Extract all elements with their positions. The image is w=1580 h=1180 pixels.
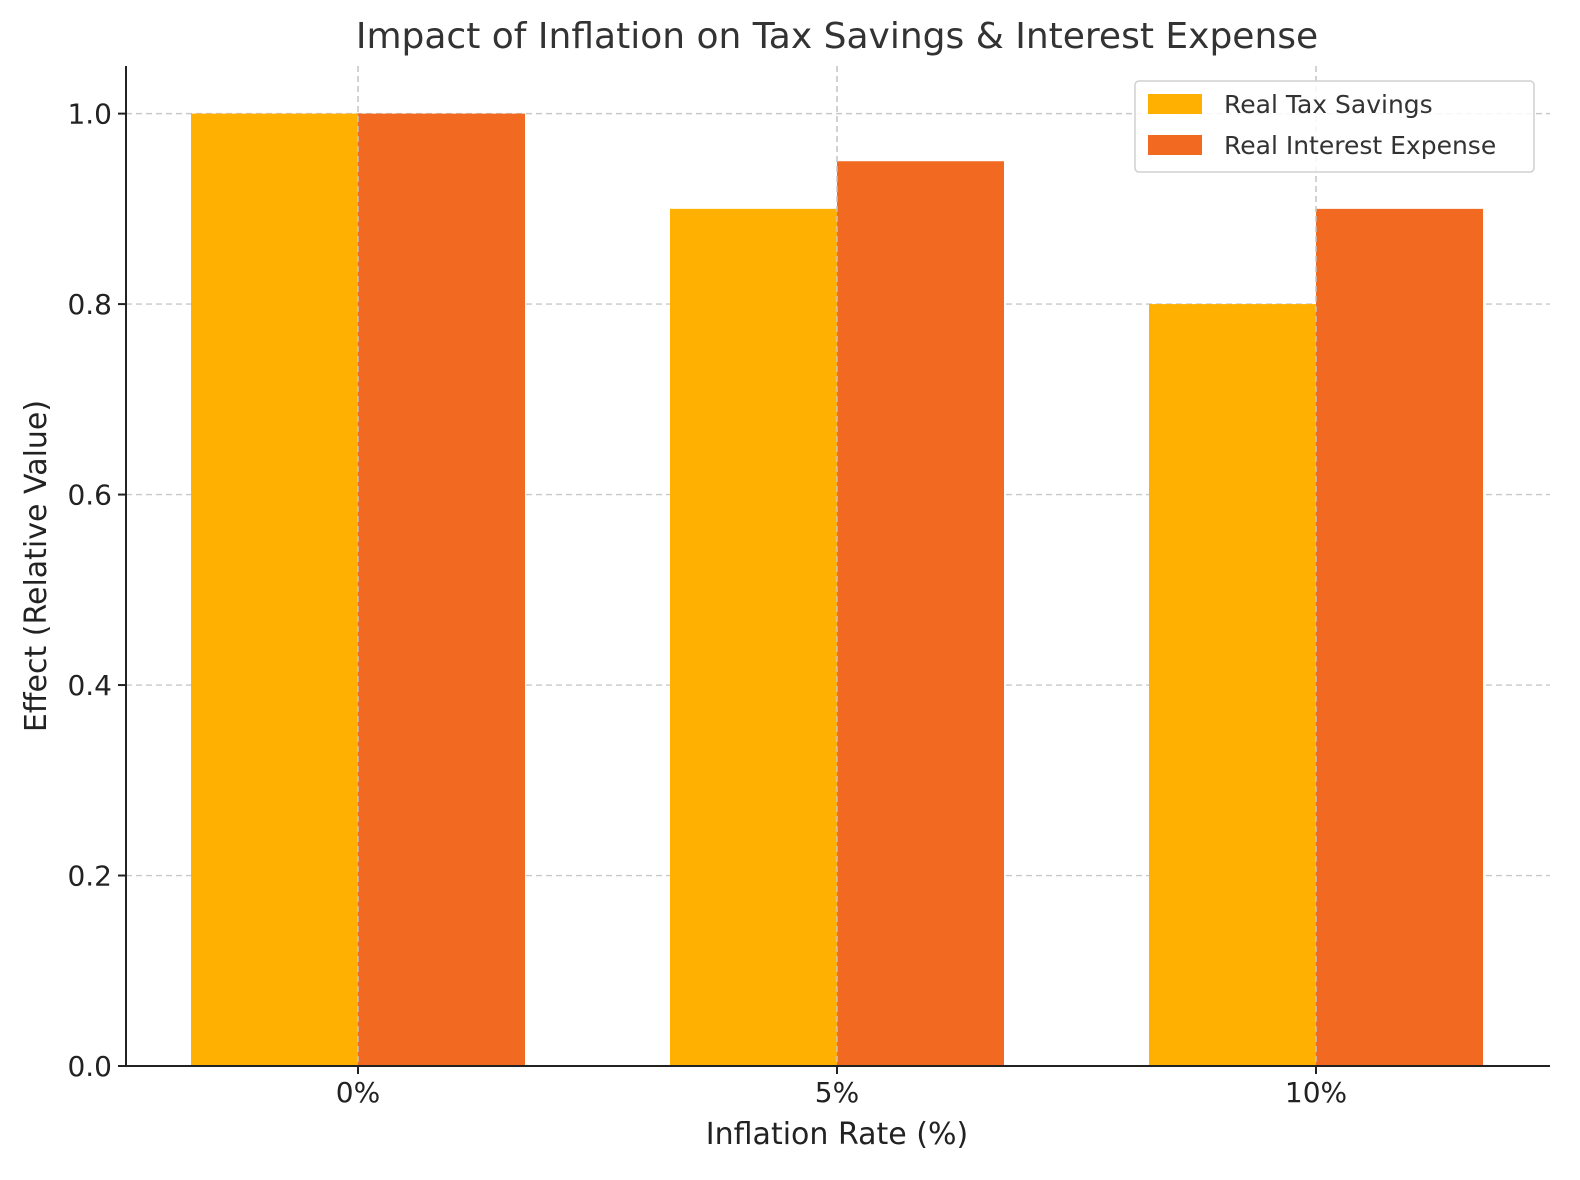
- x-axis-label: Inflation Rate (%): [706, 1117, 968, 1152]
- legend-label-real-tax-savings: Real Tax Savings: [1224, 90, 1433, 119]
- bar-real-tax-savings: [191, 113, 358, 1067]
- bar-real-interest-expense: [837, 161, 1004, 1066]
- y-tick-label: 0.2: [67, 860, 112, 893]
- legend-box: [1134, 80, 1535, 173]
- bar-real-interest-expense: [358, 113, 525, 1067]
- bars-layer: [191, 66, 1483, 1067]
- x-tick-label: 0%: [336, 1076, 380, 1109]
- y-tick-label: 0.8: [67, 288, 112, 321]
- y-tick-label: 1.0: [67, 98, 112, 131]
- y-tick-label: 0.0: [67, 1050, 112, 1083]
- legend-label-real-interest-expense: Real Interest Expense: [1224, 131, 1496, 160]
- legend: Real Tax Savings Real Interest Expense: [1134, 80, 1535, 173]
- y-tick-label: 0.4: [67, 669, 112, 702]
- legend-swatch-real-tax-savings: [1148, 94, 1202, 114]
- legend-swatch-real-interest-expense: [1148, 135, 1202, 155]
- x-tick-label: 10%: [1285, 1076, 1347, 1109]
- y-axis-label: Effect (Relative Value): [19, 400, 54, 732]
- ticks-layer: 0.0 0.2 0.4 0.6 0.8 1.0 0% 5% 10%: [67, 98, 1347, 1109]
- bar-real-tax-savings: [1149, 304, 1316, 1067]
- bar-real-tax-savings: [670, 208, 837, 1066]
- bar-real-interest-expense: [1316, 208, 1483, 1066]
- y-tick-label: 0.6: [67, 479, 112, 512]
- x-tick-label: 5%: [815, 1076, 859, 1109]
- chart-title: Impact of Inflation on Tax Savings & Int…: [356, 16, 1318, 57]
